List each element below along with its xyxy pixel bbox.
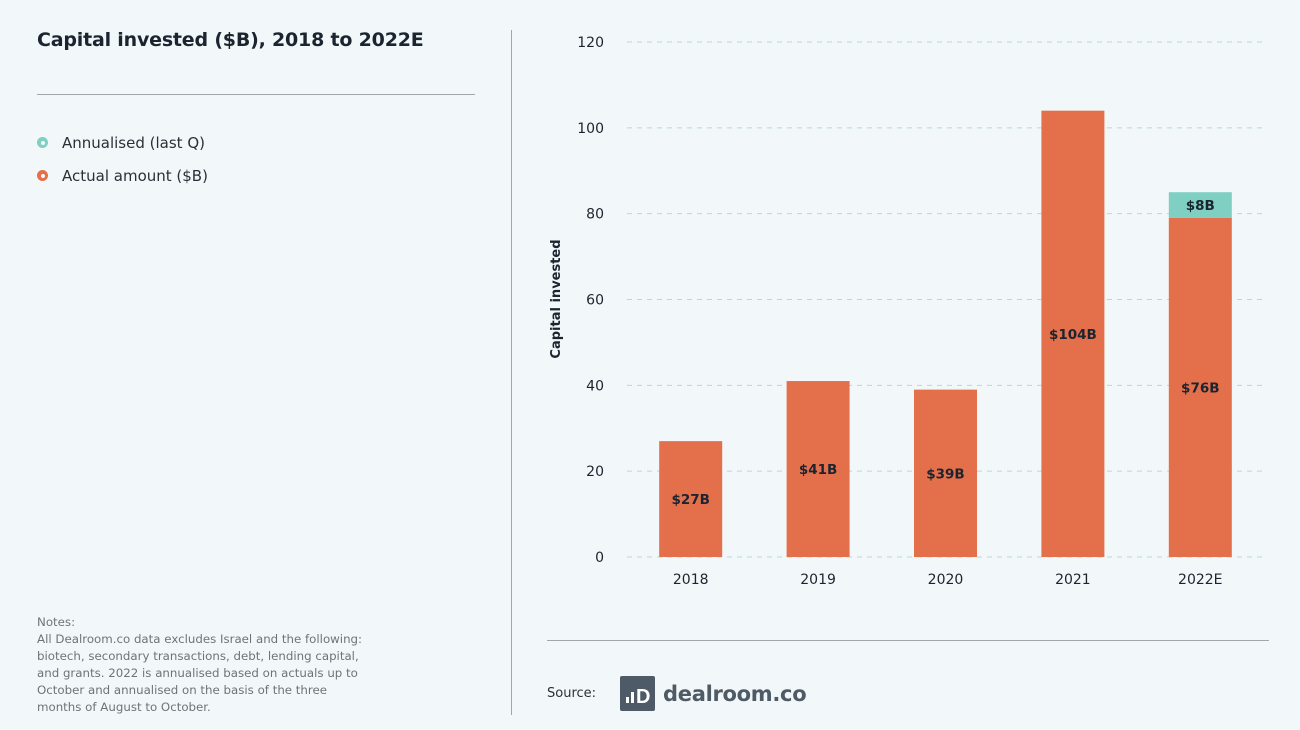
y-tick-label: 100 bbox=[577, 121, 604, 137]
bar-actual bbox=[1168, 217, 1232, 558]
y-axis-label: Capital invested bbox=[549, 239, 564, 358]
vertical-divider bbox=[511, 30, 512, 715]
bar-actual bbox=[659, 441, 723, 557]
legend-item-annualised: Annualised (last Q) bbox=[37, 126, 208, 159]
notes-text: All Dealroom.co data excludes Israel and… bbox=[37, 632, 363, 714]
bar-actual bbox=[1041, 110, 1105, 558]
data-label: $39B bbox=[926, 466, 964, 482]
x-tick-label: 2020 bbox=[928, 572, 964, 588]
notes: Notes: All Dealroom.co data excludes Isr… bbox=[37, 614, 367, 716]
data-label: $27B bbox=[671, 492, 709, 508]
bar-actual bbox=[786, 381, 850, 557]
source: Source: D dealroom.co bbox=[547, 676, 807, 711]
y-tick-label: 80 bbox=[586, 207, 604, 223]
legend-swatch-actual bbox=[37, 170, 48, 181]
dealroom-logo-icon: D bbox=[620, 676, 656, 711]
bar-annualised bbox=[1168, 192, 1232, 218]
data-label: $76B bbox=[1181, 380, 1219, 396]
x-tick-label: 2021 bbox=[1055, 572, 1091, 588]
legend: Annualised (last Q) Actual amount ($B) bbox=[37, 126, 208, 192]
y-tick-label: 120 bbox=[577, 35, 604, 51]
legend-swatch-annualised bbox=[37, 137, 48, 148]
legend-label-actual: Actual amount ($B) bbox=[62, 166, 208, 185]
left-panel: Capital invested ($B), 2018 to 2022E Ann… bbox=[37, 0, 477, 730]
x-tick-label: 2022E bbox=[1178, 572, 1222, 588]
notes-heading: Notes: bbox=[37, 615, 76, 629]
legend-item-actual: Actual amount ($B) bbox=[37, 159, 208, 192]
title-divider bbox=[37, 94, 475, 95]
bar-actual bbox=[914, 389, 977, 557]
y-tick-label: 0 bbox=[595, 550, 604, 566]
x-tick-label: 2019 bbox=[800, 572, 836, 588]
bottom-divider bbox=[547, 640, 1269, 641]
y-tick-label: 60 bbox=[586, 293, 604, 309]
logo-mark-icon: D bbox=[625, 686, 650, 705]
x-tick-label: 2018 bbox=[673, 572, 709, 588]
legend-label-annualised: Annualised (last Q) bbox=[62, 133, 205, 152]
source-label: Source: bbox=[547, 686, 597, 701]
y-tick-label: 40 bbox=[586, 378, 604, 394]
logo-letter: D bbox=[636, 686, 650, 705]
chart-title: Capital invested ($B), 2018 to 2022E bbox=[37, 29, 424, 51]
data-label: $8B bbox=[1186, 198, 1215, 214]
y-tick-label: 20 bbox=[586, 464, 604, 480]
data-label: $104B bbox=[1049, 327, 1097, 343]
brand-name: dealroom.co bbox=[663, 681, 807, 706]
data-label: $41B bbox=[799, 462, 837, 478]
